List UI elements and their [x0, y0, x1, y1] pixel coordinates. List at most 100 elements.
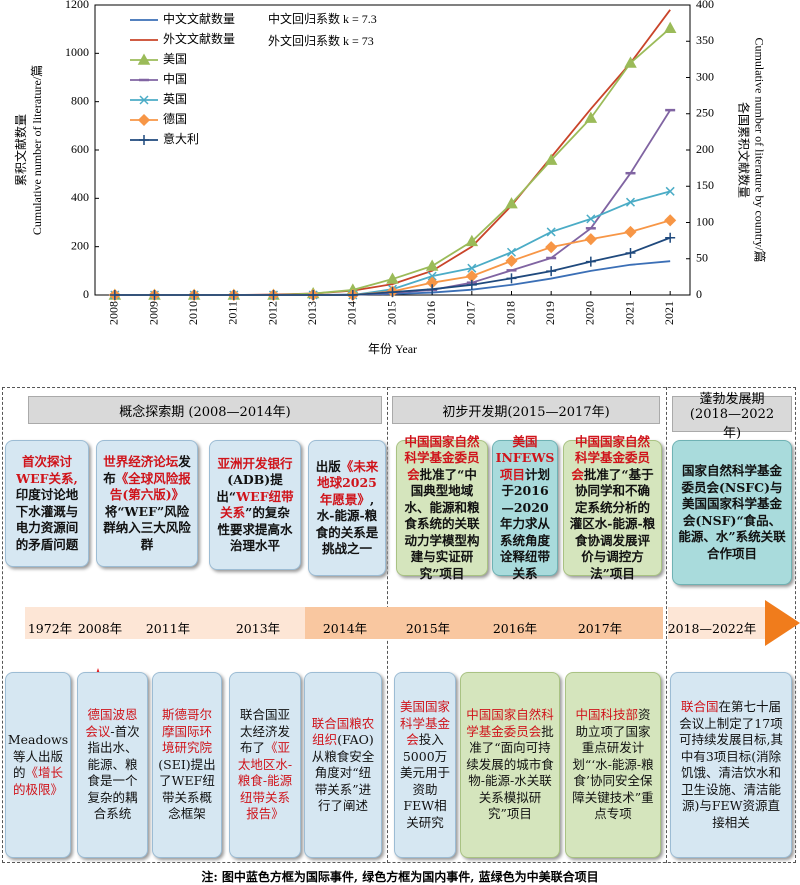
event-box: 世界经济论坛发布《全球风险报告(第六版)》将“WEF”风险群纳入三大风险群 — [96, 440, 198, 567]
event-text-part: 将“WEF”风险群纳入三大风险群 — [103, 503, 191, 552]
event-text-part: 美国INFEWS项目 — [495, 433, 555, 482]
marker — [467, 263, 477, 273]
event-box: 出版《未来地球2025年愿景》,水-能源-粮食的关系是挑战之一 — [308, 440, 386, 576]
event-text: 国家自然科学基金委员会(NSFC)与美国国家科学基金会(NSF)“食品、能源、水… — [678, 463, 786, 562]
x-tick-label: 2010 — [186, 301, 200, 325]
y-tick-label: 600 — [71, 142, 89, 156]
marker — [544, 153, 558, 165]
year-band — [25, 607, 305, 639]
event-text-part: 亚洲开发银行 — [217, 455, 293, 471]
year-label: 2014年 — [322, 621, 368, 636]
event-text-part: WEF纽带关系 — [220, 488, 294, 521]
marker — [546, 227, 556, 237]
series-line — [114, 27, 671, 296]
event-text-part: 中国国家自然科学基金委员会 — [404, 433, 480, 482]
marker — [466, 279, 477, 290]
year-label: 2008年 — [77, 621, 123, 636]
event-text-part: 《亚太地区水-粮食-能源纽带关系报告》 — [237, 740, 293, 822]
marker — [465, 234, 479, 247]
year-label: 2016年 — [492, 621, 538, 636]
event-text-part: 世界经济论坛 — [103, 454, 179, 469]
marker — [664, 214, 677, 227]
marker — [347, 290, 358, 300]
event-text: 出版《未来地球2025年愿景》,水-能源-粮食的关系是挑战之一 — [314, 459, 380, 558]
note: 注: 图中蓝色方框为国际事件, 绿色方框为国内事件, 蓝绿色为中美联合项目 — [201, 870, 599, 884]
x-tick-label: 2021 — [622, 301, 636, 325]
event-text: 联合国在第七十届会议上制定了17项可持续发展目标,其中有3项目标(消除饥饿、清洁… — [676, 699, 786, 831]
y-tick-label: 0 — [83, 287, 89, 301]
divider — [666, 387, 667, 863]
y2-axis-label: Cumulative number of literature by count… — [752, 38, 767, 263]
event-box: 斯德哥尔摩国际环境研究院(SEI)提出了WEF纽带关系概念框架 — [152, 672, 222, 858]
y-tick-label: 1200 — [65, 0, 89, 11]
event-text-part: ”的复杂性要求提高水治理水平 — [217, 505, 293, 553]
marker — [268, 290, 279, 300]
y2-tick-label: 150 — [696, 178, 714, 192]
annotation: 中文回归系数 k = 7.3 — [268, 11, 377, 26]
event-text: Meadows等人出版的《增长的极限》 — [8, 732, 68, 798]
event-text-part: 出版 — [315, 458, 341, 474]
event-text: 联合国亚太经济发布了《亚太地区水-粮食-能源纽带关系报告》 — [235, 707, 295, 823]
event-text: 中国科技部资助立项了国家重点研发计划“‘水-能源-粮食’协同安全保障关键技术”重… — [571, 707, 655, 823]
x-tick-label: 2019 — [543, 301, 557, 325]
y-axis-label: 累积文献数量 — [13, 114, 28, 186]
event-text: 亚洲开发银行(ADB)提出“WEF纽带关系”的复杂性要求提高水治理水平 — [215, 456, 295, 555]
event-text-part: Meadows等人出版的 — [7, 732, 69, 780]
event-text-part: 计划于2016—2020年力求从系统角度诠释纽带关系 — [500, 466, 551, 581]
event-text-part: 美国国家科学基金会 — [400, 699, 451, 747]
y-tick-label: 200 — [71, 238, 89, 252]
x-tick-label: 2016 — [424, 301, 438, 325]
event-text-part: 投入5000万美元用于资助FEW相关研究 — [400, 732, 451, 830]
x-tick-label: 2008 — [107, 301, 121, 325]
event-text: 首次探讨WEF关系,印度讨论地下水灌溉与电力资源间的矛盾问题 — [11, 454, 83, 553]
y2-tick-label: 350 — [696, 33, 714, 47]
event-text-part: 发布 — [103, 454, 191, 486]
event-box: 亚洲开发银行(ADB)提出“WEF纽带关系”的复杂性要求提高水治理水平 — [209, 440, 301, 570]
chart: 0 200 400 600 800 1000 1200 0 50 100 150 200 250 300 3… — [13, 0, 768, 356]
marker — [663, 21, 677, 33]
event-text-part: 国家自然科学基金委员会(NSFC)与美国国家科学基金会(NSF)“食品、能源、水… — [678, 463, 786, 561]
event-text-part: 中国国家自然科学基金委员会 — [466, 707, 554, 739]
marker — [624, 56, 637, 68]
marker — [545, 241, 558, 254]
event-text-part: 首次探讨WEF关系, — [16, 454, 78, 486]
marker — [625, 247, 636, 258]
marker — [139, 135, 149, 145]
annotation: 外文回归系数 k = 73 — [268, 33, 374, 48]
marker — [665, 232, 676, 243]
marker — [506, 247, 517, 257]
y2-tick-label: 400 — [696, 0, 714, 11]
year-band — [668, 607, 768, 639]
x-tick-label: 2009 — [146, 301, 160, 325]
event-text-part: ,水-能源-粮食的关系是挑战之一 — [315, 491, 379, 557]
event-text: 美国国家科学基金会投入5000万美元用于资助FEW相关研究 — [400, 699, 450, 831]
event-box: Meadows等人出版的《增长的极限》 — [5, 672, 71, 858]
x-tick-label: 2017 — [464, 301, 478, 325]
legend-label: 德国 — [163, 111, 187, 126]
marker — [505, 197, 518, 209]
marker — [137, 113, 151, 127]
y2-tick-label: 50 — [696, 251, 708, 265]
marker — [139, 95, 149, 105]
y-tick-label: 1000 — [65, 45, 89, 59]
phase-header: 概念探索期 (2008—2014年) — [28, 396, 382, 424]
y2-tick-label: 250 — [696, 106, 714, 120]
event-box: 联合国在第七十届会议上制定了17项可持续发展目标,其中有3项目标(消除饥饿、清洁… — [670, 672, 792, 858]
x-tick-label: 2015 — [384, 301, 398, 325]
y2-tick-label: 0 — [696, 287, 702, 301]
event-text-part: 印度讨论地下水灌溉与电力资源间的矛盾问题 — [15, 487, 79, 552]
marker — [308, 290, 319, 300]
marker — [624, 225, 637, 238]
marker — [625, 197, 636, 207]
event-text-part: (SEI)提出了WEF纽带关系概念框架 — [158, 756, 216, 822]
marker — [505, 254, 518, 267]
year-label: 2011年 — [145, 621, 191, 636]
event-box: 德国波恩会议-首次指出水、能源、粮食是一个复杂的耦合系统 — [77, 672, 148, 858]
event-text-part: 批准了“基于协同学和不确定系统分析的灌区水-能源-粮食协调发展评价与调控方法”项… — [569, 466, 656, 581]
event-box: 美国INFEWS项目计划于2016—2020年力求从系统角度诠释纽带关系 — [492, 434, 558, 581]
y2-tick-label: 300 — [696, 69, 714, 83]
marker — [427, 284, 438, 295]
event-text-part: 资助立项了国家重点研发计划“‘水-能源-粮食’协同安全保障关键技术”重点专项 — [572, 707, 654, 822]
y-axis-label: Cumulative number of literature/篇 — [29, 65, 44, 235]
year-label: 2015年 — [405, 621, 451, 636]
